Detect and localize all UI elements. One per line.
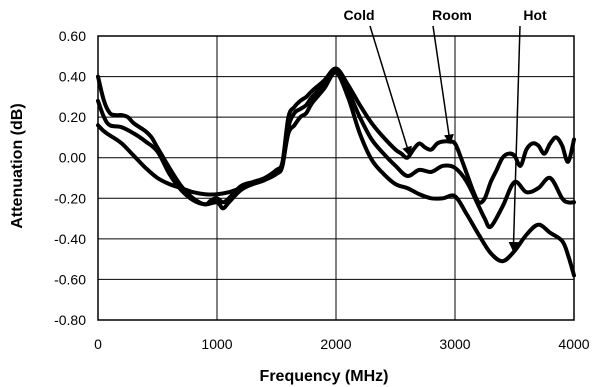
series-line-cold [96,66,576,207]
series-line-hot [96,70,576,278]
x-tick-label: 4000 [558,336,589,352]
x-tick-label: 2000 [320,336,351,352]
series-annotations: Cold Room Hot [343,7,547,253]
y-tick-label: -0.40 [54,231,86,247]
annotation-label-cold: Cold [343,7,374,23]
annotation-label-hot: Hot [523,7,547,23]
x-tick-label: 1000 [201,336,232,352]
annotation-label-room: Room [432,7,472,23]
x-tick-label: 3000 [439,336,470,352]
annotation-arrow-cold [369,25,412,157]
grid-lines [97,35,575,321]
y-tick-label: 0.40 [59,69,86,85]
annotation-arrow-room [432,25,454,145]
x-axis-title: Frequency (MHz) [260,368,389,385]
x-tick-label: 0 [94,336,102,352]
x-tick-labels: 0 1000 2000 3000 4000 [94,336,590,352]
y-tick-label: 0.60 [59,28,86,44]
y-tick-label: 0.20 [59,109,86,125]
y-tick-label: -0.60 [54,271,86,287]
y-axis-title: Attenuation (dB) [9,103,26,228]
annotation-arrow-hot [508,25,521,253]
y-tick-label: 0.00 [59,150,86,166]
y-tick-labels: -0.80 -0.60 -0.40 -0.20 0.00 0.20 0.40 0.60 [54,28,86,328]
series-lines [96,66,576,278]
y-tick-label: -0.20 [54,190,86,206]
plot-frame [97,35,575,321]
y-tick-label: -0.80 [54,312,86,328]
